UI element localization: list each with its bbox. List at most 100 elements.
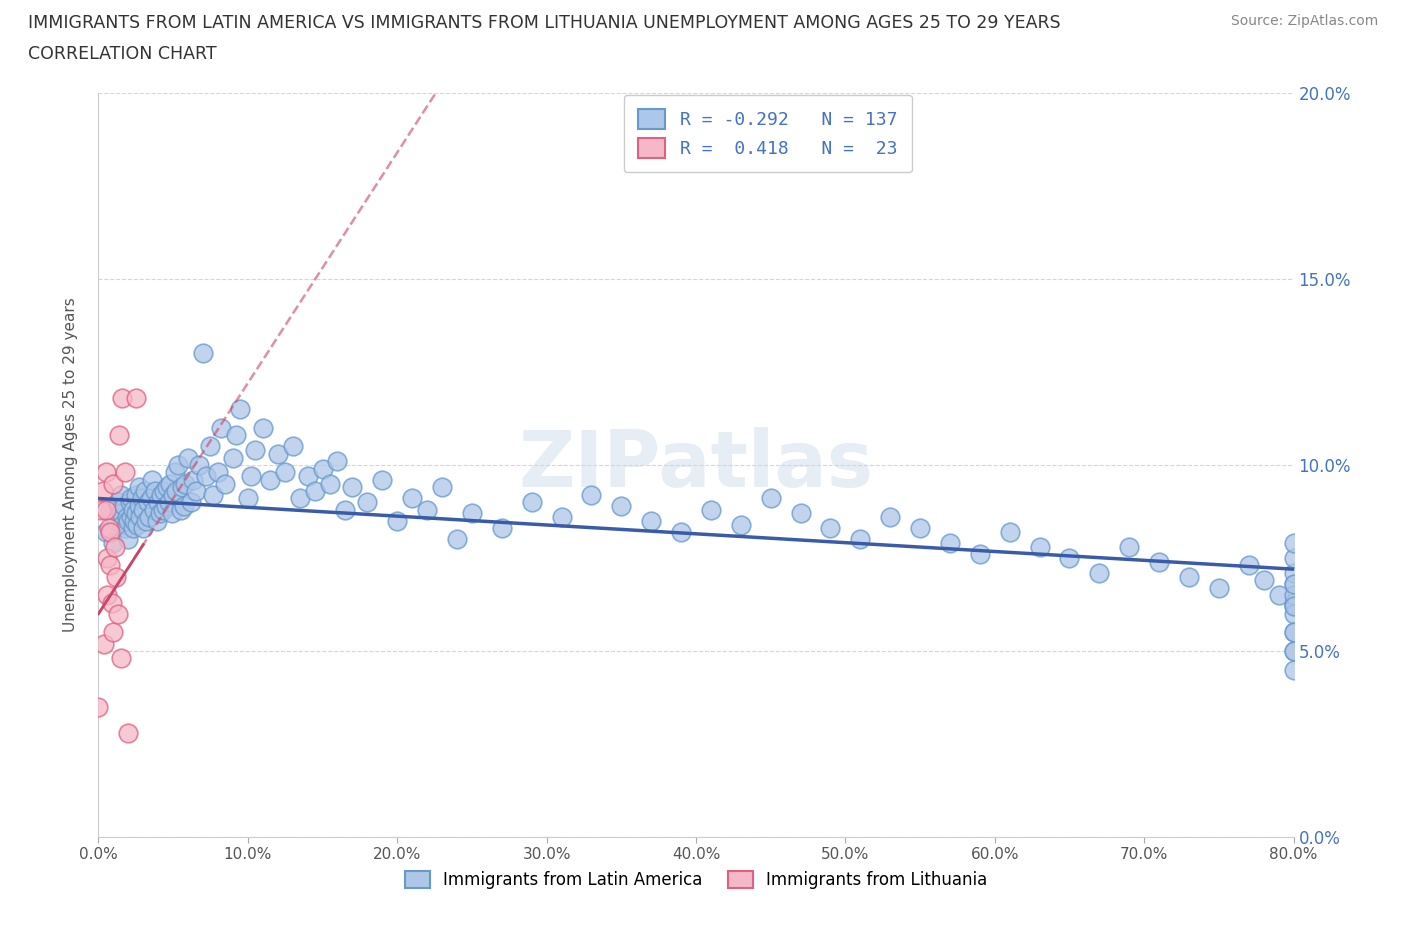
Point [908, 521, 931, 536]
Point [98, 525, 122, 539]
Point [1118, 539, 1140, 554]
Point [849, 532, 872, 547]
Point [1282, 599, 1305, 614]
Point [103, 625, 125, 640]
Point [998, 525, 1021, 539]
Point [730, 517, 752, 532]
Point [385, 513, 409, 528]
Point [789, 506, 811, 521]
Point [174, 476, 197, 491]
Point [149, 506, 172, 521]
Point [1028, 539, 1050, 554]
Point [669, 525, 692, 539]
Point [96, 588, 118, 603]
Point [1282, 565, 1305, 580]
Point [1282, 625, 1305, 640]
Point [135, 513, 157, 528]
Point [1178, 569, 1201, 584]
Point [430, 480, 453, 495]
Point [142, 502, 165, 517]
Point [446, 532, 468, 547]
Point [1147, 554, 1170, 569]
Point [107, 495, 129, 510]
Point [550, 510, 572, 525]
Point [1088, 565, 1111, 580]
Point [120, 510, 142, 525]
Point [1282, 644, 1305, 658]
Point [1282, 644, 1305, 658]
Point [157, 495, 180, 510]
Point [1282, 551, 1305, 565]
Point [969, 547, 991, 562]
Point [333, 502, 356, 517]
Point [326, 454, 349, 469]
Point [1208, 580, 1230, 595]
Point [117, 513, 139, 528]
Point [141, 472, 163, 487]
Point [342, 480, 364, 495]
Point [1253, 573, 1275, 588]
Point [108, 428, 131, 443]
Point [125, 487, 148, 502]
Point [114, 521, 136, 536]
Point [1282, 662, 1305, 677]
Point [195, 469, 218, 484]
Point [98, 502, 122, 517]
Point [128, 480, 150, 495]
Text: ZIPatlas: ZIPatlas [519, 427, 873, 503]
Point [225, 428, 247, 443]
Point [759, 491, 782, 506]
Point [112, 498, 135, 513]
Point [1059, 551, 1081, 565]
Point [139, 491, 162, 506]
Point [155, 498, 177, 513]
Point [134, 484, 156, 498]
Point [319, 476, 342, 491]
Point [138, 510, 160, 525]
Point [97, 521, 120, 536]
Point [184, 484, 207, 498]
Point [640, 513, 662, 528]
Point [229, 402, 252, 417]
Point [115, 510, 138, 525]
Point [114, 465, 136, 480]
Point [93, 636, 115, 651]
Point [145, 513, 167, 528]
Point [700, 502, 723, 517]
Point [169, 502, 191, 517]
Point [1282, 588, 1305, 603]
Point [136, 495, 159, 510]
Point [165, 484, 187, 498]
Point [191, 346, 214, 361]
Point [117, 725, 139, 740]
Point [520, 495, 543, 510]
Point [125, 391, 148, 405]
Point [1282, 536, 1305, 551]
Point [90, 502, 112, 517]
Text: Source: ZipAtlas.com: Source: ZipAtlas.com [1230, 14, 1378, 28]
Point [259, 472, 281, 487]
Point [288, 491, 311, 506]
Point [160, 506, 183, 521]
Point [132, 521, 155, 536]
Point [120, 491, 142, 506]
Point [1267, 588, 1289, 603]
Point [207, 465, 229, 480]
Point [879, 510, 901, 525]
Point [117, 532, 139, 547]
Point [939, 536, 962, 551]
Point [245, 443, 267, 458]
Y-axis label: Unemployment Among Ages 25 to 29 years: Unemployment Among Ages 25 to 29 years [63, 298, 77, 632]
Point [252, 420, 274, 435]
Point [181, 472, 204, 487]
Point [143, 484, 166, 498]
Point [94, 465, 117, 480]
Point [87, 699, 110, 714]
Point [1237, 558, 1260, 573]
Point [1282, 577, 1305, 591]
Point [173, 498, 195, 513]
Legend: Immigrants from Latin America, Immigrants from Lithuania: Immigrants from Latin America, Immigrant… [398, 864, 994, 896]
Point [356, 495, 378, 510]
Point [610, 498, 633, 513]
Point [491, 521, 513, 536]
